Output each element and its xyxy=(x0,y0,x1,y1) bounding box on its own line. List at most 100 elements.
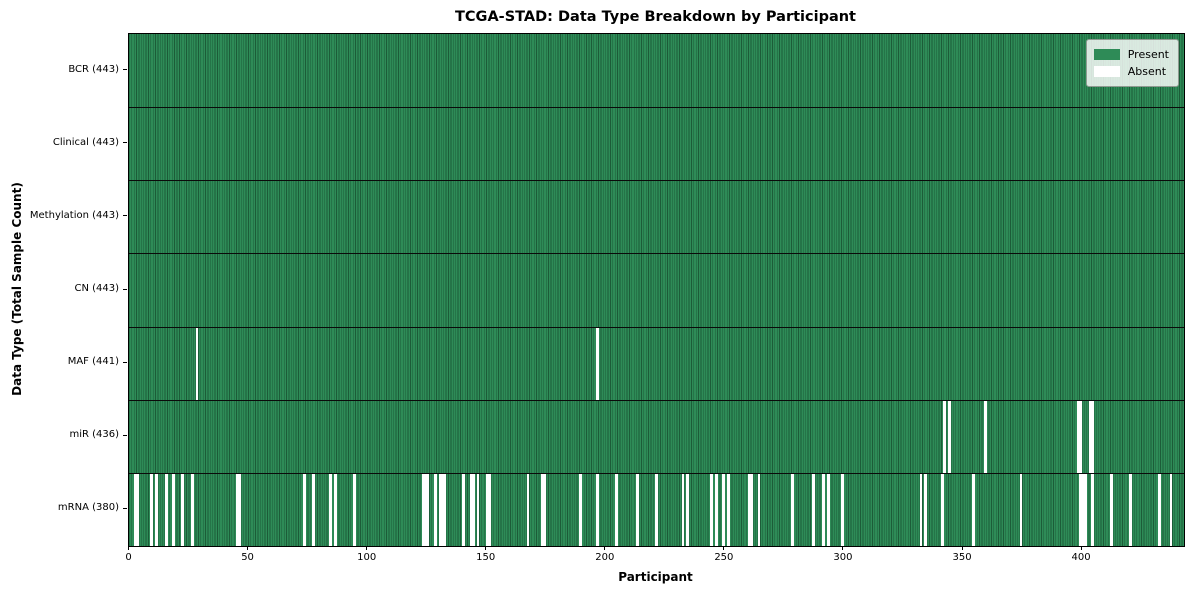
absent-stripe xyxy=(136,473,139,546)
absent-stripe xyxy=(943,400,947,473)
legend-swatch-present xyxy=(1093,49,1120,60)
heatmap-row-methylation xyxy=(129,180,1184,254)
y-tick-label: mRNA (380) xyxy=(57,502,119,514)
absent-stripe xyxy=(462,473,466,546)
x-tick-mark xyxy=(128,546,129,550)
absent-stripe xyxy=(686,473,690,546)
y-tick-label: Clinical (443) xyxy=(52,136,119,148)
plot-area: Present Absent xyxy=(128,33,1185,547)
absent-stripe xyxy=(312,473,316,546)
absent-stripe xyxy=(164,473,168,546)
absent-stripe xyxy=(424,473,428,546)
y-tick-mark xyxy=(123,434,127,436)
x-tick-mark xyxy=(1080,546,1082,550)
x-tick-mark xyxy=(366,546,368,550)
absent-stripe xyxy=(471,473,475,546)
absent-stripe xyxy=(972,473,975,546)
absent-stripe xyxy=(526,473,530,546)
y-tick-label: MAF (441) xyxy=(67,356,119,368)
absent-stripe xyxy=(721,473,725,546)
absent-stripe xyxy=(1091,400,1094,473)
x-tick-label: 100 xyxy=(357,552,377,563)
absent-stripe xyxy=(791,473,794,546)
absent-stripe xyxy=(150,473,154,546)
heatmap-row-mrna xyxy=(129,472,1184,546)
absent-stripe xyxy=(181,473,185,546)
absent-stripe xyxy=(924,473,928,546)
absent-stripe xyxy=(748,473,751,546)
absent-stripe xyxy=(822,473,825,546)
absent-stripe xyxy=(1079,473,1082,546)
legend-label: Present xyxy=(1127,48,1169,61)
absent-stripe xyxy=(236,473,239,546)
x-tick-label: 350 xyxy=(952,552,972,563)
legend-item-present: Present xyxy=(1093,46,1169,63)
heatmap-row-mir xyxy=(129,399,1184,473)
x-tick-mark xyxy=(723,546,725,550)
y-tick-label: miR (436) xyxy=(69,429,119,441)
legend: Present Absent xyxy=(1085,39,1179,87)
y-tick-label: Methylation (443) xyxy=(29,209,119,221)
x-tick-label: 0 xyxy=(125,552,132,563)
absent-stripe xyxy=(1019,473,1023,546)
x-tick-label: 200 xyxy=(595,552,615,563)
heatmap-row-maf xyxy=(129,326,1184,400)
x-tick-label: 300 xyxy=(833,552,853,563)
absent-stripe xyxy=(710,473,713,546)
absent-stripe xyxy=(1129,473,1132,546)
x-tick-label: 150 xyxy=(476,552,496,563)
absent-stripe xyxy=(488,473,492,546)
absent-stripe xyxy=(1076,400,1080,473)
absent-stripe xyxy=(941,473,944,546)
absent-stripe xyxy=(595,327,599,400)
absent-stripe xyxy=(714,473,718,546)
absent-stripe xyxy=(579,473,582,546)
absent-stripe xyxy=(443,473,447,546)
absent-stripe xyxy=(1079,400,1082,473)
absent-stripe xyxy=(543,473,547,546)
absent-stripe xyxy=(681,473,685,546)
x-tick-label: 250 xyxy=(714,552,734,563)
absent-stripe xyxy=(190,473,194,546)
absent-stripe xyxy=(486,473,489,546)
y-tick-mark xyxy=(123,142,127,144)
absent-stripe xyxy=(726,473,730,546)
absent-stripe xyxy=(421,473,425,546)
absent-stripe xyxy=(469,473,473,546)
x-tick-label: 50 xyxy=(241,552,254,563)
x-tick-mark xyxy=(842,546,844,550)
absent-stripe xyxy=(1091,473,1094,546)
absent-stripe xyxy=(826,473,830,546)
legend-label: Absent xyxy=(1127,65,1167,78)
heatmap-row-cn xyxy=(129,253,1184,327)
absent-stripe xyxy=(983,400,987,473)
absent-stripe xyxy=(1083,473,1087,546)
absent-stripe xyxy=(195,327,199,400)
absent-stripe xyxy=(238,473,242,546)
heatmap-row-clinical xyxy=(129,107,1184,181)
absent-stripe xyxy=(595,473,599,546)
absent-stripe xyxy=(655,473,659,546)
absent-stripe xyxy=(433,473,437,546)
absent-stripe xyxy=(614,473,618,546)
absent-stripe xyxy=(757,473,761,546)
x-tick-mark xyxy=(247,546,249,550)
absent-stripe xyxy=(1110,473,1113,546)
y-tick-mark xyxy=(123,507,127,509)
legend-swatch-absent xyxy=(1093,66,1120,77)
absent-stripe xyxy=(1169,473,1173,546)
absent-stripe xyxy=(476,473,480,546)
y-tick-label: BCR (443) xyxy=(68,63,119,75)
x-tick-mark xyxy=(604,546,606,550)
x-axis-label: Participant xyxy=(618,570,693,584)
legend-item-absent: Absent xyxy=(1093,63,1169,80)
absent-stripe xyxy=(333,473,337,546)
absent-stripe xyxy=(1081,473,1085,546)
x-tick-mark xyxy=(485,546,487,550)
absent-stripe xyxy=(919,473,923,546)
y-tick-mark xyxy=(123,361,127,363)
absent-stripe xyxy=(438,473,442,546)
y-tick-mark xyxy=(123,215,127,217)
absent-stripe xyxy=(155,473,158,546)
